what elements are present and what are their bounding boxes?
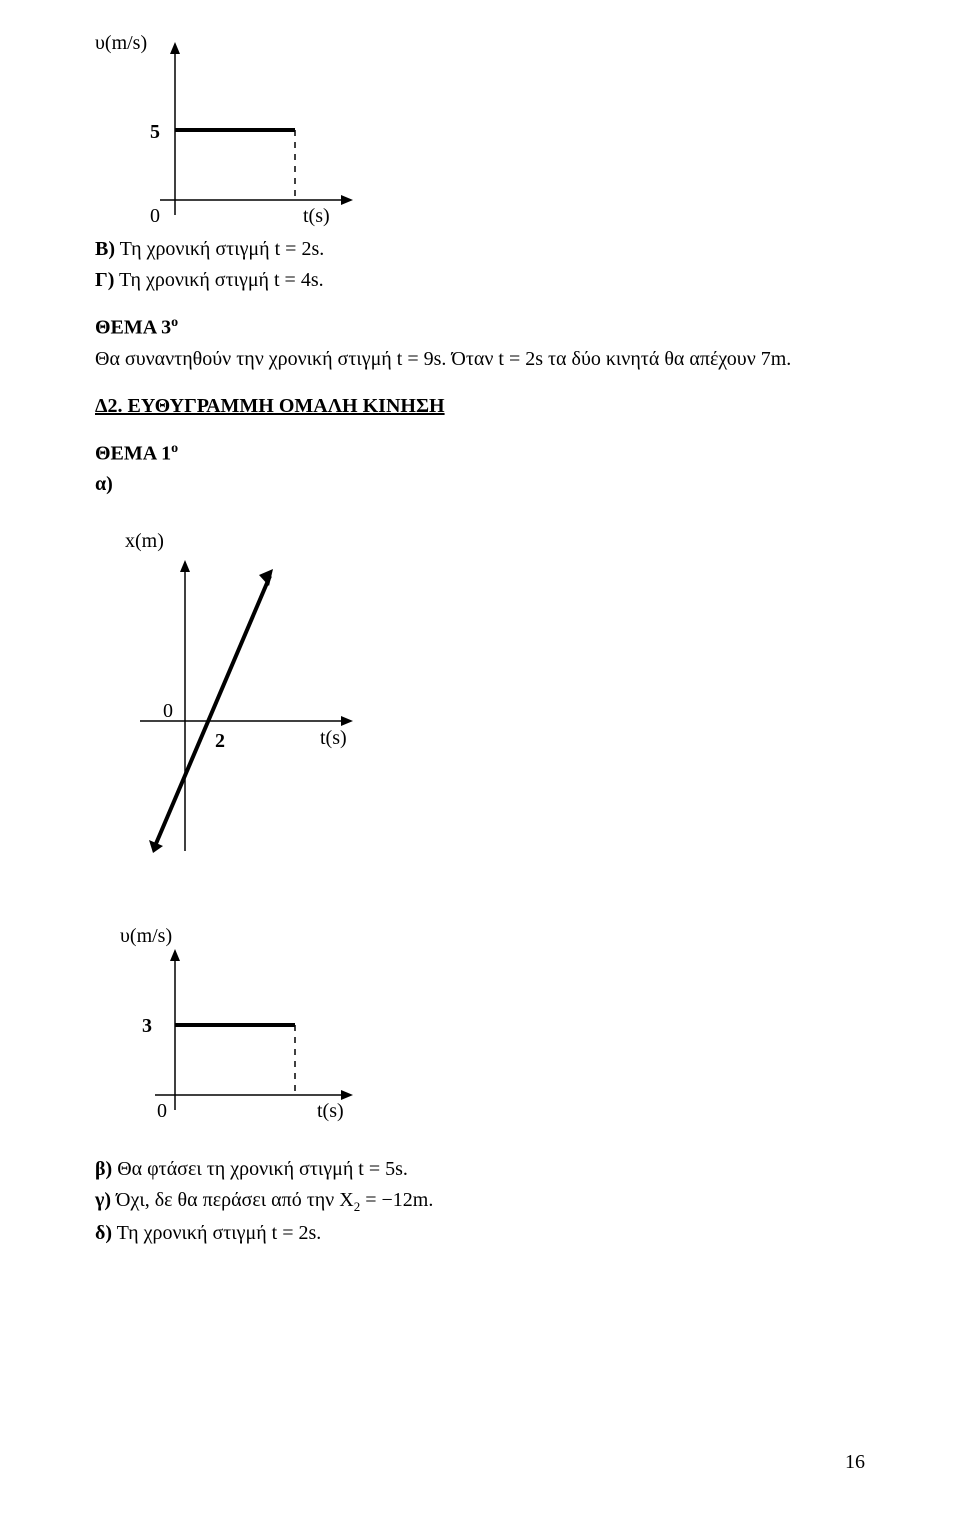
chart1-y-tick: 5 <box>150 119 160 146</box>
body-delta: Τη χρονική στιγμή t = 2s. <box>112 1222 321 1244</box>
chart1-x-label: t(s) <box>303 203 330 230</box>
section-d2: Δ2. ΕΥΘΥΓΡΑΜΜΗ ΟΜΑΛΗ ΚΙΝΗΣΗ <box>95 393 865 420</box>
prefix-gamma2: γ) <box>95 1189 111 1211</box>
text-option-g: Γ) Τη χρονική στιγμή t = 4s. <box>95 267 865 294</box>
text-beta: β) Θα φτάσει τη χρονική στιγμή t = 5s. <box>95 1156 865 1183</box>
page-content: υ(m/s) 5 0 t(s) Β) Τη χρονική στιγμή t =… <box>0 0 960 1247</box>
chart3-x-label: t(s) <box>317 1098 344 1125</box>
prefix-b: Β) <box>95 238 115 260</box>
chart2-x-label: t(s) <box>320 725 347 752</box>
text-gamma2: γ) Όχι, δε θα περάσει από την X2 = −12m. <box>95 1187 865 1216</box>
chart-position: x(m) 0 2 t(s) <box>120 528 865 868</box>
thema3-heading: ΘΕΜΑ 3ο <box>95 314 865 342</box>
period: . <box>428 1189 433 1211</box>
eq-part: = −12m <box>360 1189 428 1211</box>
body-g: Τη χρονική στιγμή t = 4s. <box>114 269 323 291</box>
thema1-alpha: α) <box>95 471 865 498</box>
chart1-origin: 0 <box>150 203 160 230</box>
chart-velocity-2: υ(m/s) 3 0 t(s) <box>115 923 865 1138</box>
chart2-origin: 0 <box>163 698 173 725</box>
text-delta: δ) Τη χρονική στιγμή t = 2s. <box>95 1220 865 1247</box>
chart-velocity-1: υ(m/s) 5 0 t(s) <box>95 30 865 230</box>
prefix-beta: β) <box>95 1158 112 1180</box>
chart2-y-label: x(m) <box>125 528 164 555</box>
thema1-heading: ΘΕΜΑ 1ο <box>95 440 865 468</box>
text-option-b: Β) Τη χρονική στιγμή t = 2s. <box>95 236 865 263</box>
section-d2-text: Δ2. ΕΥΘΥΓΡΑΜΜΗ ΟΜΑΛΗ ΚΙΝΗΣΗ <box>95 395 445 417</box>
page-number: 16 <box>845 1451 865 1474</box>
thema3-title: ΘΕΜΑ 3 <box>95 317 171 339</box>
chart3-y-tick: 3 <box>142 1013 152 1040</box>
chart2-x-tick: 2 <box>215 728 225 755</box>
var-x: X <box>339 1189 353 1211</box>
prefix-delta: δ) <box>95 1222 112 1244</box>
thema1-title: ΘΕΜΑ 1 <box>95 442 171 464</box>
body-b: Τη χρονική στιγμή t = 2s. <box>115 238 324 260</box>
chart3-origin: 0 <box>157 1098 167 1125</box>
thema3-line: Θα συναντηθούν την χρονική στιγμή t = 9s… <box>95 346 865 373</box>
body-gamma2-1: Όχι, δε θα περάσει από την <box>111 1189 339 1211</box>
prefix-g: Γ) <box>95 269 114 291</box>
body-beta: Θα φτάσει τη χρονική στιγμή t = 5s. <box>112 1158 408 1180</box>
thema3-sup: ο <box>171 315 178 330</box>
thema1-sup: ο <box>171 441 178 456</box>
